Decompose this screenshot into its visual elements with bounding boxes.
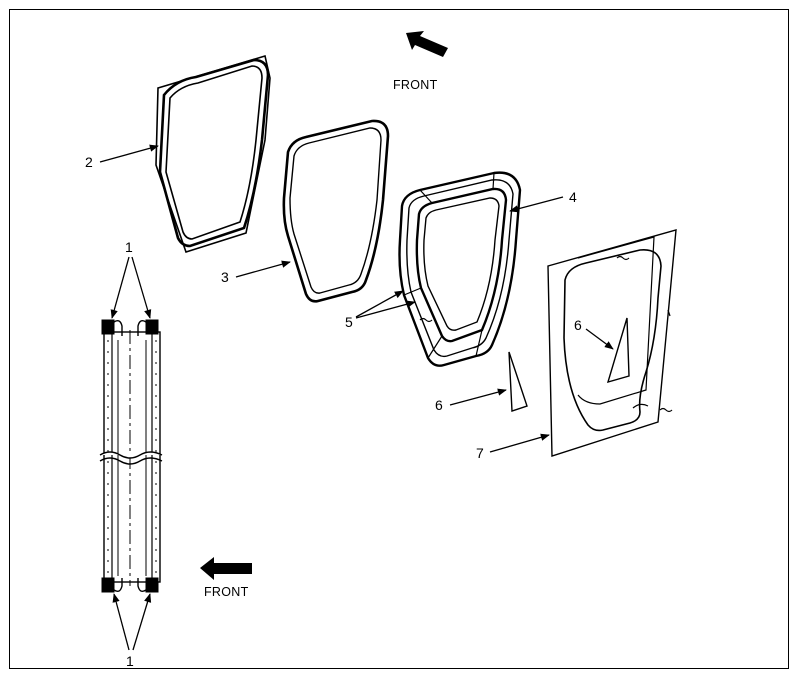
callout-2: 2: [85, 154, 93, 170]
leader-line-1a: [110, 256, 130, 319]
leader-line-5b: [355, 300, 416, 319]
leader-line-6-outer: [449, 388, 507, 406]
callout-6-inner: 6: [574, 317, 582, 333]
callout-6-outer: 6: [435, 397, 443, 413]
callout-7: 7: [476, 445, 484, 461]
front-direction-arrow-bottom: [200, 557, 252, 580]
part-2-door-seal-panel: [155, 54, 271, 253]
leader-line-1b: [131, 256, 152, 319]
part-6-triangle-insert: [508, 351, 528, 412]
front-direction-arrow-top: [406, 31, 448, 57]
leader-line-3: [235, 260, 291, 278]
part-6-triangle-in-panel: [606, 317, 630, 384]
callout-1-bottom: 1: [126, 653, 134, 669]
leader-line-4: [509, 196, 564, 213]
leader-line-6-inner: [585, 328, 614, 350]
diagram-frame: [9, 9, 789, 669]
front-label-top: FRONT: [393, 78, 438, 92]
cross-section-view: [99, 319, 163, 593]
part-3-weatherstrip-loop: [282, 119, 390, 303]
part-4-door-frame-channel: [398, 171, 522, 367]
callout-3: 3: [221, 269, 229, 285]
leader-line-5a: [355, 290, 404, 318]
callout-1-top: 1: [125, 239, 133, 255]
leader-line-7: [489, 433, 550, 453]
leader-line-1c: [112, 593, 130, 651]
callout-5: 5: [345, 314, 353, 330]
part-7-trim-panel: [547, 229, 677, 457]
callout-4: 4: [569, 189, 577, 205]
leader-line-1d: [132, 593, 152, 651]
leader-line-2: [99, 144, 159, 163]
front-label-bottom: FRONT: [204, 585, 249, 599]
